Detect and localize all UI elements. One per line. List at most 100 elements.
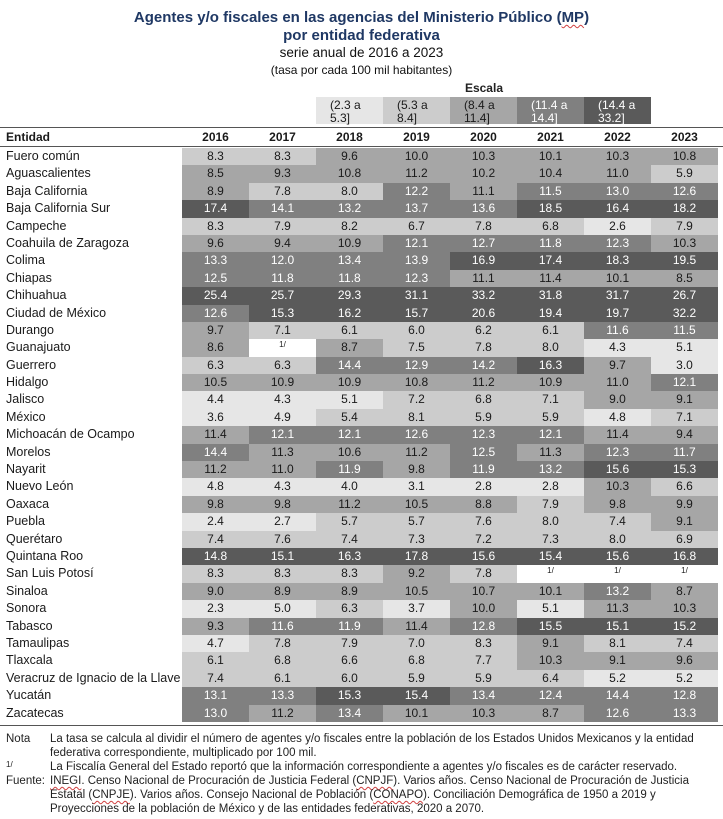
data-cell: 2.3: [182, 600, 249, 618]
entity-name: Quintana Roo: [6, 548, 84, 563]
data-cell: 8.3: [182, 217, 249, 235]
data-cell: 15.3: [249, 304, 316, 322]
entity-name: Michoacán de Ocampo: [6, 427, 135, 442]
data-cell: 17.4: [517, 252, 584, 270]
data-cell: 9.4: [651, 426, 718, 444]
entity-name: Hidalgo: [6, 375, 49, 390]
data-cell: 7.1: [517, 391, 584, 409]
year-header-2021: 2021: [537, 130, 564, 144]
table-row: México 3.6 4.9 5.4 8.1 5.9 5.9 4.8 7.1: [0, 408, 723, 427]
data-cell: 11.4: [584, 426, 651, 444]
entity-name: Puebla: [6, 514, 45, 529]
data-cell: 9.3: [249, 165, 316, 183]
data-cell: 3.6: [182, 408, 249, 427]
table-row: Veracruz de Ignacio de la Llave 7.4 6.1 6.0…: [0, 669, 723, 688]
data-cell: 12.3: [584, 234, 651, 253]
data-cell: 2.6: [584, 217, 651, 235]
table-row: Tamaulipas 4.7 7.8 7.9 7.0 8.3 9.1 8.1 7.4: [0, 634, 723, 653]
data-cell: 6.2: [450, 321, 517, 340]
legend-range-label: (8.4 a: [464, 98, 495, 112]
data-cell: 12.6: [182, 304, 249, 322]
data-cell: 10.2: [450, 165, 517, 183]
data-cell: 13.0: [182, 704, 249, 722]
data-cell: 8.9: [249, 582, 316, 601]
data-cell: 31.7: [584, 287, 651, 305]
data-cell: 8.3: [249, 565, 316, 583]
table-row: Nayarit 11.2 11.0 11.9 9.8 11.9 13.2 15.6 15.3: [0, 461, 723, 479]
table-row: Michoacán de Ocampo 11.4 12.1 12.1 12.6 12.3 1…: [0, 426, 723, 444]
entity-name: Guerrero: [6, 357, 57, 372]
data-cell: 8.9: [316, 582, 383, 601]
data-cell: 5.1: [316, 391, 383, 409]
table-body: Fuero común 8.3 8.3 9.6 10.0 10.3 10.1 10.3 10.8…: [0, 148, 723, 722]
entity-name: Oaxaca: [6, 496, 50, 511]
data-cell: 11.6: [584, 321, 651, 340]
legend-title: Escala: [464, 81, 503, 95]
data-cell: 13.2: [517, 461, 584, 479]
data-cell: 7.3: [383, 530, 450, 548]
data-cell: 6.1: [182, 652, 249, 670]
data-cell: 12.5: [450, 443, 517, 462]
year-header-2017: 2017: [269, 130, 296, 144]
data-cell: 12.8: [450, 617, 517, 635]
table-title-line2: por entidad federativa: [283, 27, 440, 44]
data-cell: 5.9: [651, 165, 718, 183]
data-cell: 9.0: [584, 391, 651, 409]
data-cell: 4.8: [584, 408, 651, 427]
data-cell: 6.6: [651, 478, 718, 496]
data-cell: 7.6: [249, 530, 316, 548]
data-cell: 8.3: [249, 148, 316, 166]
data-cell: 20.6: [450, 304, 517, 322]
year-header-2023: 2023: [671, 130, 698, 144]
entity-name: Jalisco: [6, 392, 45, 407]
data-cell: 4.0: [316, 478, 383, 496]
data-cell: 7.9: [651, 217, 718, 235]
data-cell: 14.2: [450, 356, 517, 375]
data-cell: 8.0: [517, 513, 584, 531]
data-cell: 8.5: [651, 269, 718, 288]
data-cell: 11.1: [450, 269, 517, 288]
data-cell: 6.1: [249, 669, 316, 688]
data-cell: 16.8: [651, 547, 718, 566]
table-row: Sonora 2.3 5.0 6.3 3.7 10.0 5.1 11.3 10.3: [0, 600, 723, 618]
data-cell: 7.4: [182, 530, 249, 548]
data-cell: 15.3: [316, 687, 383, 705]
data-cell: 12.1: [651, 374, 718, 392]
data-cell: 10.1: [584, 269, 651, 288]
data-cell: 8.3: [450, 634, 517, 653]
data-cell: 9.8: [249, 495, 316, 514]
table-row: Tabasco 9.3 11.6 11.9 11.4 12.8 15.5 15.1 15.2: [0, 617, 723, 635]
data-cell: 7.8: [249, 634, 316, 653]
data-cell: 8.3: [316, 565, 383, 583]
bottom-rule: [0, 725, 723, 726]
data-cell: 9.8: [383, 461, 450, 479]
data-cell: 8.7: [651, 582, 718, 601]
data-cell: 7.6: [450, 513, 517, 531]
data-cell: 9.9: [651, 495, 718, 514]
table-row: Hidalgo 10.5 10.9 10.9 10.8 11.2 10.9 11.0 12.1: [0, 374, 723, 392]
data-cell: 6.1: [316, 321, 383, 340]
year-header-2018: 2018: [336, 130, 363, 144]
entity-name: Yucatán: [6, 688, 52, 703]
data-cell: 10.1: [517, 148, 584, 166]
table-row: Durango 9.7 7.1 6.1 6.0 6.2 6.1 11.6 11.5: [0, 321, 723, 340]
data-cell: 10.3: [450, 704, 517, 722]
table-row: Morelos 14.4 11.3 10.6 11.2 12.5 11.3 12.3 11.7: [0, 443, 723, 462]
data-cell: 13.2: [316, 200, 383, 218]
data-cell: 16.3: [517, 356, 584, 375]
data-cell: 15.4: [517, 547, 584, 566]
data-cell: 11.1: [450, 182, 517, 201]
data-cell: 17.4: [182, 200, 249, 218]
data-cell: 8.3: [182, 565, 249, 583]
data-cell: 16.2: [316, 304, 383, 322]
data-cell: 9.1: [584, 652, 651, 670]
data-cell: 5.9: [450, 669, 517, 688]
data-cell: 31.8: [517, 287, 584, 305]
data-cell: 12.8: [651, 687, 718, 705]
footnote-text: La Fiscalía General del Estado reportó q…: [50, 761, 678, 773]
data-cell: 7.9: [249, 217, 316, 235]
data-cell: 29.3: [316, 287, 383, 305]
table-row: Guanajuato 8.6 1/8.7 7.5 7.8 8.0 4.3 5.1: [0, 339, 723, 357]
data-cell: 12.6: [584, 704, 651, 722]
data-cell: 5.2: [651, 669, 718, 688]
